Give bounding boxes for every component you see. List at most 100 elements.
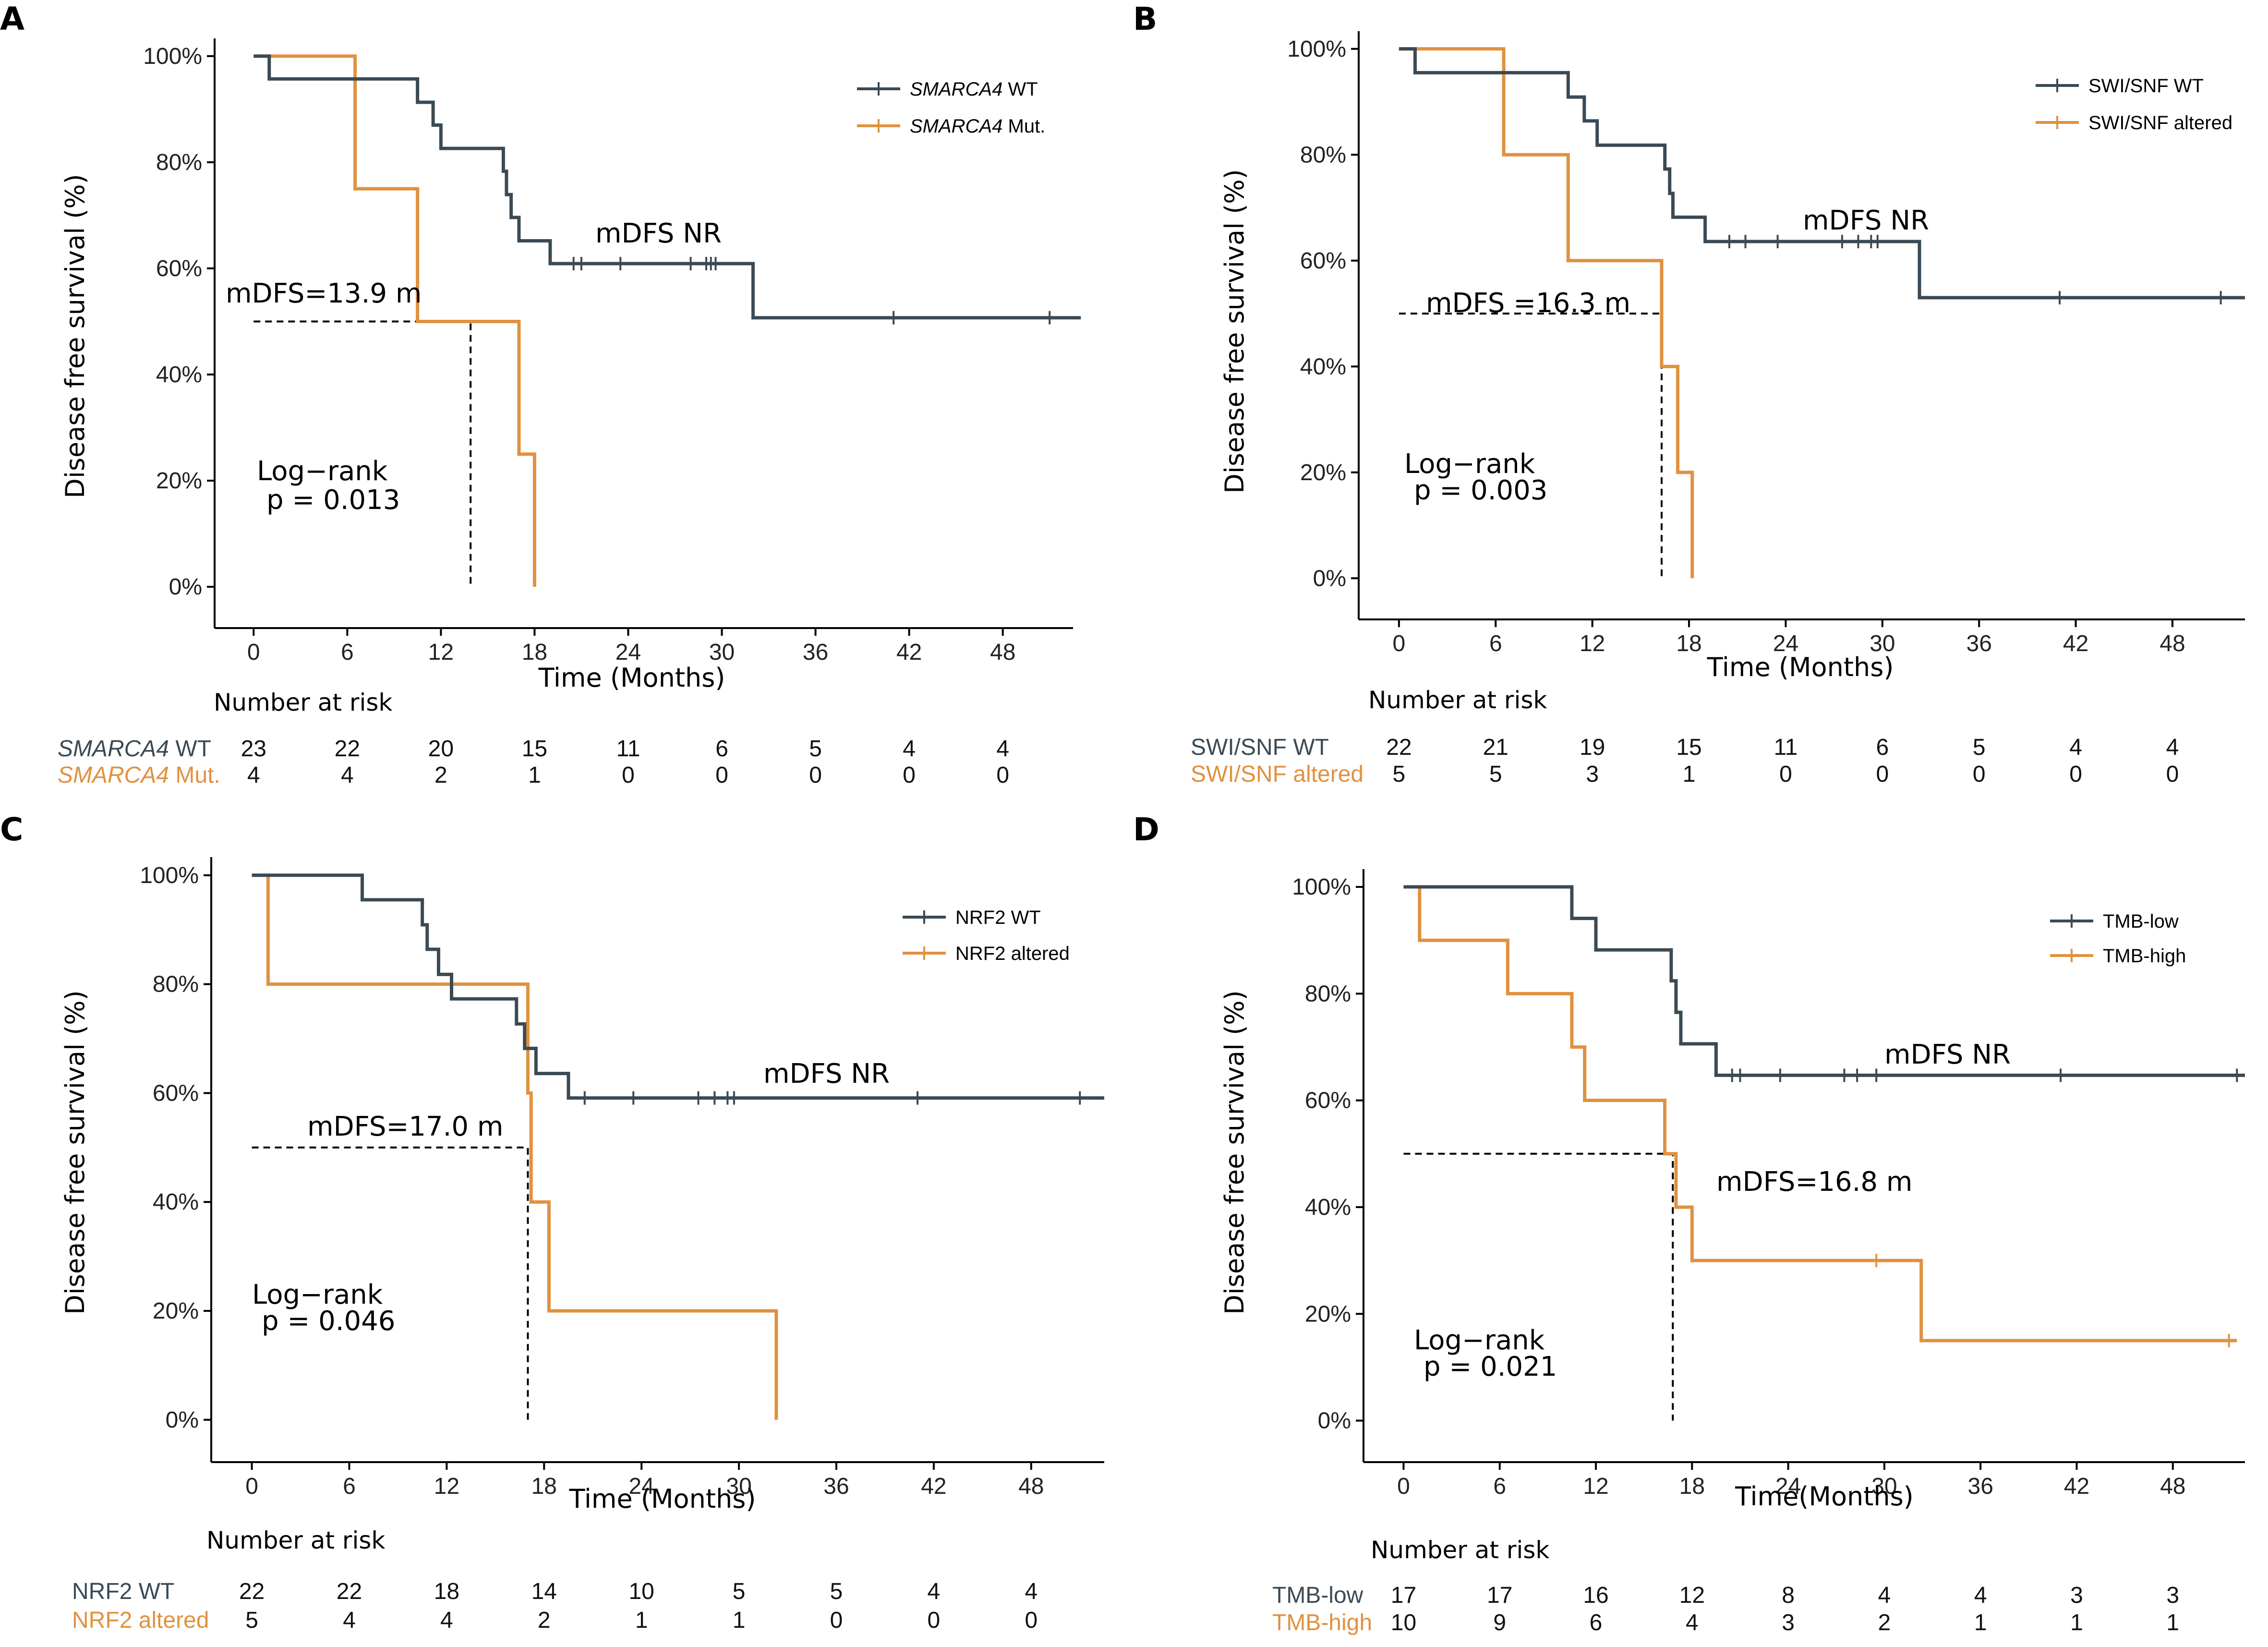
x-tick-label: 6 — [1489, 631, 1502, 656]
risk-count: 3 — [1782, 1610, 1795, 1635]
km-curve-mut — [252, 873, 778, 1420]
risk-count: 2 — [538, 1608, 551, 1633]
risk-count: 0 — [1779, 762, 1792, 787]
y-tick-label: 40% — [156, 362, 202, 388]
y-tick-label: 100% — [1287, 36, 1346, 62]
x-tick-label: 30 — [1871, 1474, 1897, 1499]
x-tick-label: 42 — [896, 640, 922, 665]
risk-count: 16 — [1583, 1583, 1608, 1608]
median-mut-label: mDFS=13.9 m — [226, 278, 422, 309]
legend-label-main: SWI/SNF altered — [2088, 112, 2232, 133]
risk-row-label-mut: SWI/SNF altered — [1191, 762, 1363, 787]
y-axis-title: Disease free survival (%) — [1219, 169, 1250, 493]
risk-table-title: Number at risk — [1368, 686, 1547, 714]
risk-row-label-wt: SWI/SNF WT — [1191, 735, 1329, 760]
risk-count: 3 — [2166, 1583, 2179, 1608]
p-value-label: p = 0.003 — [1414, 475, 1547, 506]
legend-label-mut: SMARCA4 Mut. — [910, 116, 1045, 137]
x-tick-label: 12 — [434, 1474, 459, 1499]
risk-count: 0 — [1025, 1608, 1037, 1633]
risk-count: 11 — [1774, 735, 1798, 760]
x-axis-title: Time (Months) — [1707, 652, 1894, 682]
risk-count: 4 — [1878, 1583, 1891, 1608]
p-value-label: p = 0.021 — [1424, 1351, 1557, 1382]
km-curve-mut — [1399, 47, 1694, 579]
y-tick-label: 60% — [1305, 1088, 1351, 1114]
risk-row-label-main: TMB-low — [1272, 1583, 1363, 1608]
risk-table-title: Number at risk — [206, 1526, 385, 1554]
risk-count: 1 — [1683, 762, 1696, 787]
p-value-label: p = 0.046 — [262, 1306, 395, 1337]
risk-count: 4 — [247, 763, 260, 788]
y-tick-label: 60% — [156, 256, 202, 281]
risk-count: 4 — [1686, 1610, 1699, 1635]
logrank-label: Log−rank — [1414, 1325, 1545, 1356]
risk-count: 0 — [809, 763, 822, 788]
risk-count: 0 — [2166, 762, 2179, 787]
legend-label-mut: NRF2 altered — [955, 943, 1070, 964]
risk-count: 0 — [715, 763, 728, 788]
risk-count: 12 — [1679, 1583, 1705, 1608]
panel-letter: C — [0, 811, 23, 848]
risk-row-label-wt: TMB-low — [1272, 1583, 1363, 1608]
risk-count: 0 — [2069, 762, 2082, 787]
y-axis-title: Disease free survival (%) — [1219, 990, 1250, 1314]
risk-count: 5 — [809, 736, 822, 762]
risk-count: 10 — [1391, 1610, 1416, 1635]
risk-count: 22 — [337, 1579, 362, 1604]
panel-letter: B — [1133, 0, 1157, 37]
y-tick-label: 80% — [1300, 142, 1346, 168]
x-tick-label: 0 — [1393, 631, 1406, 656]
x-tick-label: 6 — [343, 1474, 356, 1499]
km-curve-mut — [253, 54, 536, 587]
risk-row-label-wt: NRF2 WT — [72, 1579, 174, 1604]
median-mut-label: mDFS=16.8 m — [1716, 1166, 1912, 1198]
median-dashed-line — [1399, 313, 1663, 579]
logrank-label: Log−rank — [1404, 448, 1535, 480]
km-curve-wt — [1403, 885, 2245, 1077]
risk-count: 14 — [531, 1579, 557, 1604]
km-curve-wt — [253, 54, 1081, 320]
legend-label-main: SMARCA4 — [910, 116, 1002, 137]
risk-count: 1 — [1974, 1610, 1987, 1635]
median-mut-label: mDFS=17.0 m — [307, 1111, 503, 1142]
legend-label-mut: SWI/SNF altered — [2088, 112, 2232, 133]
risk-count: 15 — [522, 736, 547, 762]
risk-row-label-suffix: WT — [169, 736, 211, 762]
y-tick-label: 60% — [1300, 248, 1346, 274]
risk-count: 5 — [1489, 762, 1502, 787]
risk-count: 23 — [241, 736, 266, 762]
y-tick-label: 80% — [153, 972, 199, 997]
y-tick-label: 60% — [153, 1080, 199, 1106]
risk-row-label-mut: NRF2 altered — [72, 1608, 209, 1633]
legend-label-main: NRF2 altered — [955, 943, 1070, 964]
panel-letter: A — [0, 0, 24, 37]
x-tick-label: 42 — [2064, 1474, 2089, 1499]
x-tick-label: 18 — [1679, 1474, 1705, 1499]
risk-count: 6 — [715, 736, 728, 762]
risk-count: 1 — [528, 763, 541, 788]
x-tick-label: 12 — [1580, 631, 1605, 656]
legend-label-main: TMB-low — [2103, 911, 2179, 932]
x-tick-label: 12 — [1583, 1474, 1608, 1499]
x-tick-label: 0 — [247, 640, 260, 665]
y-tick-label: 20% — [156, 468, 202, 494]
legend-label-mut: TMB-high — [2103, 945, 2186, 967]
risk-count: 4 — [2069, 735, 2082, 760]
risk-row-label-wt: SMARCA4 WT — [58, 736, 211, 762]
x-tick-label: 36 — [823, 1474, 849, 1499]
median-wt-label: mDFS NR — [1884, 1039, 2011, 1070]
panel-a: A0%20%40%60%80%100%0 6 12 18 24 30 36 42 48Time … — [0, 0, 1081, 788]
risk-count: 3 — [1586, 762, 1599, 787]
risk-count: 8 — [1782, 1583, 1795, 1608]
y-tick-label: 40% — [1305, 1195, 1351, 1220]
risk-row-label-main: SMARCA4 — [58, 736, 169, 762]
risk-count: 5 — [830, 1579, 843, 1604]
risk-count: 1 — [733, 1608, 746, 1633]
median-dashed-line — [253, 320, 472, 587]
risk-count: 22 — [1386, 735, 1411, 760]
risk-count: 6 — [1590, 1610, 1603, 1635]
risk-count: 0 — [1973, 762, 1986, 787]
risk-count: 4 — [1974, 1583, 1987, 1608]
risk-count: 2 — [434, 763, 447, 788]
